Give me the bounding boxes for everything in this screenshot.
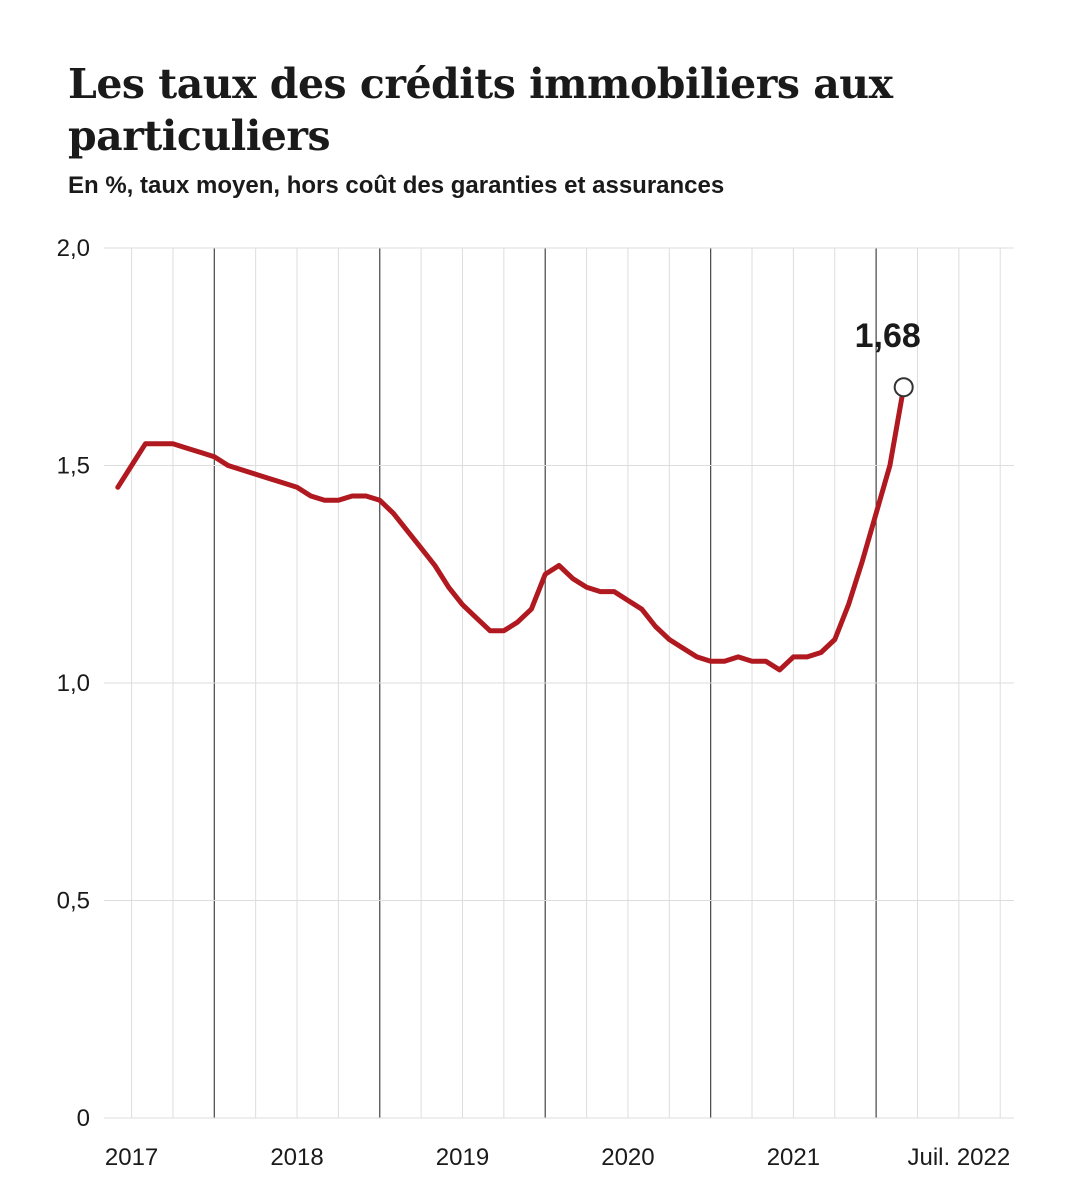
x-tick-label: 2018 xyxy=(270,1144,323,1171)
chart-subtitle: En %, taux moyen, hors coût des garantie… xyxy=(68,172,725,199)
series-line xyxy=(115,384,907,673)
x-tick-label: 2017 xyxy=(105,1144,158,1171)
y-tick-label: 0 xyxy=(77,1105,90,1132)
series-layer: 1,68 xyxy=(115,317,921,673)
y-tick-label: 1,5 xyxy=(57,453,90,480)
x-tick-label: Juil. 2022 xyxy=(907,1144,1010,1171)
y-tick-label: 1,0 xyxy=(57,670,90,697)
y-tick-label: 2,0 xyxy=(57,235,90,262)
last-value-label: 1,68 xyxy=(855,317,921,355)
grid xyxy=(104,247,1014,1119)
y-axis-ticks: 0 0,5 1,0 1,5 2,0 xyxy=(57,235,90,1132)
chart-title: Les taux des crédits immobiliers aux par… xyxy=(68,60,893,160)
line-chart: 0 0,5 1,0 1,5 2,0 2017 2018 2019 2020 2021 Juil. … xyxy=(57,235,1014,1171)
last-point-marker xyxy=(893,377,914,398)
x-tick-label: 2020 xyxy=(601,1144,654,1171)
y-tick-label: 0,5 xyxy=(57,888,90,915)
x-tick-label: 2021 xyxy=(767,1144,820,1171)
x-tick-label: 2019 xyxy=(436,1144,489,1171)
x-axis-ticks: 2017 2018 2019 2020 2021 Juil. 2022 xyxy=(105,1144,1010,1171)
